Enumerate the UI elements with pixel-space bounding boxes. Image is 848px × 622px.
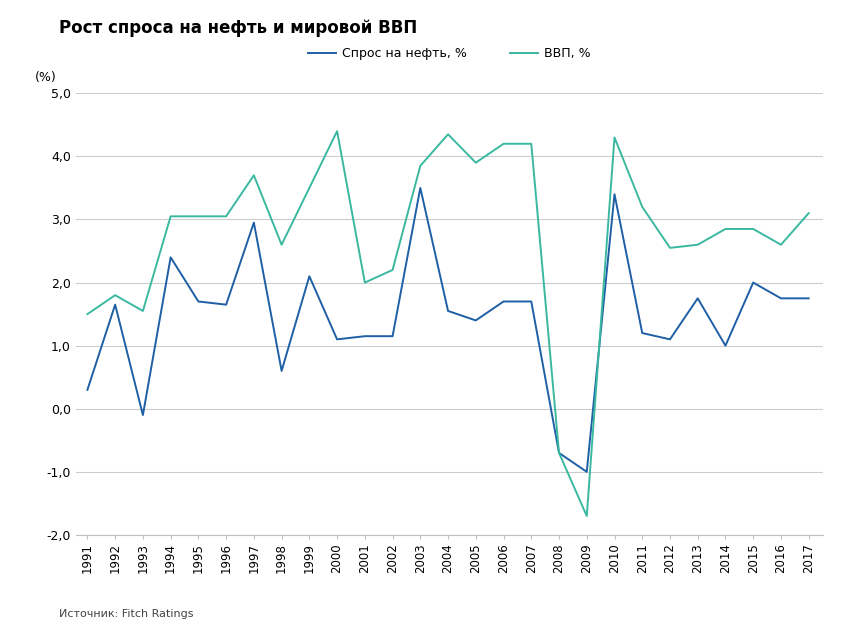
Спрос на нефть, % bbox=[332, 336, 343, 343]
Спрос на нефть, % bbox=[304, 272, 315, 280]
ВВП, % bbox=[527, 140, 537, 147]
ВВП, % bbox=[610, 134, 620, 141]
Спрос на нефть, % bbox=[110, 301, 120, 309]
Text: Источник: Fitch Ratings: Источник: Fitch Ratings bbox=[59, 609, 194, 619]
ВВП, % bbox=[499, 140, 509, 147]
ВВП, % bbox=[388, 266, 398, 274]
ВВП, % bbox=[471, 159, 481, 167]
ВВП, % bbox=[193, 213, 204, 220]
ВВП, % bbox=[748, 225, 758, 233]
Спрос на нефть, % bbox=[748, 279, 758, 286]
Спрос на нефть, % bbox=[221, 301, 232, 309]
Спрос на нефть, % bbox=[193, 298, 204, 305]
Спрос на нефть, % bbox=[248, 219, 259, 226]
ВВП, % bbox=[138, 307, 148, 315]
ВВП, % bbox=[665, 244, 675, 252]
ВВП, % bbox=[332, 128, 343, 135]
Спрос на нефть, % bbox=[610, 190, 620, 198]
ВВП, % bbox=[82, 310, 92, 318]
ВВП, % bbox=[221, 213, 232, 220]
Спрос на нефть, % bbox=[721, 342, 731, 350]
ВВП, % bbox=[721, 225, 731, 233]
Спрос на нефть, % bbox=[665, 336, 675, 343]
Спрос на нефть, % bbox=[693, 295, 703, 302]
Спрос на нефть, % bbox=[804, 295, 814, 302]
Спрос на нефть, % bbox=[471, 317, 481, 324]
Спрос на нефть, % bbox=[360, 332, 370, 340]
Спрос на нефть, % bbox=[165, 254, 176, 261]
Спрос на нефть, % bbox=[276, 367, 287, 374]
Спрос на нефть, % bbox=[416, 184, 426, 192]
ВВП, % bbox=[776, 241, 786, 248]
Спрос на нефть, % bbox=[776, 295, 786, 302]
Спрос на нефть, % bbox=[388, 332, 398, 340]
ВВП, % bbox=[416, 162, 426, 170]
Спрос на нефть, % bbox=[582, 468, 592, 476]
ВВП, % bbox=[693, 241, 703, 248]
Line: Спрос на нефть, %: Спрос на нефть, % bbox=[87, 188, 809, 472]
ВВП, % bbox=[165, 213, 176, 220]
ВВП, % bbox=[360, 279, 370, 286]
Спрос на нефть, % bbox=[554, 449, 564, 457]
ВВП, % bbox=[582, 513, 592, 520]
ВВП, % bbox=[110, 292, 120, 299]
ВВП, % bbox=[276, 241, 287, 248]
ВВП, % bbox=[804, 210, 814, 217]
Спрос на нефть, % bbox=[637, 329, 647, 337]
ВВП, % bbox=[443, 131, 453, 138]
ВВП, % bbox=[554, 449, 564, 457]
ВВП, % bbox=[304, 184, 315, 192]
Спрос на нефть, % bbox=[82, 386, 92, 394]
ВВП, % bbox=[637, 203, 647, 211]
Text: (%): (%) bbox=[36, 72, 57, 85]
Спрос на нефть, % bbox=[499, 298, 509, 305]
Text: Рост спроса на нефть и мировой ВВП: Рост спроса на нефть и мировой ВВП bbox=[59, 19, 417, 37]
Legend: Спрос на нефть, %, ВВП, %: Спрос на нефть, %, ВВП, % bbox=[303, 42, 596, 65]
Спрос на нефть, % bbox=[443, 307, 453, 315]
Спрос на нефть, % bbox=[138, 411, 148, 419]
ВВП, % bbox=[248, 172, 259, 179]
Line: ВВП, %: ВВП, % bbox=[87, 131, 809, 516]
Спрос на нефть, % bbox=[527, 298, 537, 305]
